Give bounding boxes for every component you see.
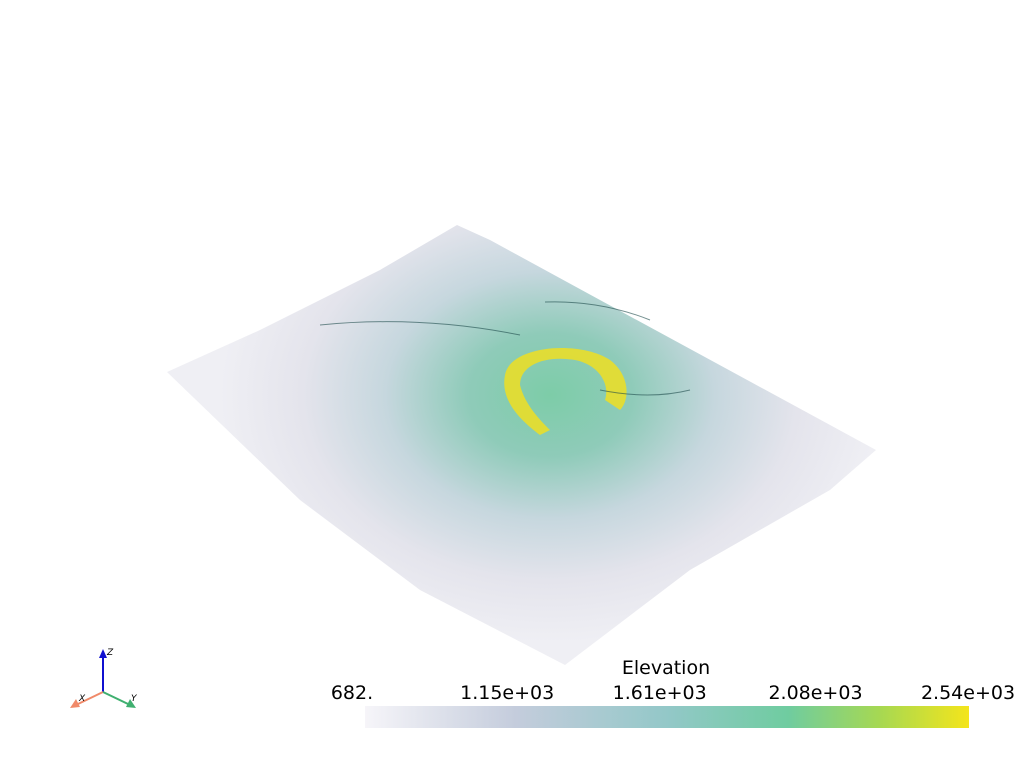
y-label: Y — [131, 694, 138, 704]
terrain — [167, 225, 876, 665]
z-label: Z — [106, 648, 114, 658]
color-bar — [365, 706, 969, 728]
tick-label: 1.61e+03 — [613, 682, 707, 704]
y-arrow — [126, 699, 136, 708]
tick-labels: 682. 1.15e+03 1.61e+03 2.08e+03 2.54e+03 — [331, 682, 1015, 704]
terrain-surface — [167, 225, 876, 665]
tick-label: 1.15e+03 — [460, 682, 554, 704]
x-label: X — [78, 694, 86, 704]
y-axis — [102, 691, 129, 705]
tick-label: 682. — [331, 682, 373, 704]
scalar-bar-title: Elevation — [622, 657, 710, 679]
tick-label: 2.08e+03 — [768, 682, 862, 704]
orientation-axes: Z X Y — [70, 648, 138, 708]
scalar-bar: Elevation 682. 1.15e+03 1.61e+03 2.08e+03 2.… — [331, 657, 1015, 728]
tick-label: 2.54e+03 — [921, 682, 1015, 704]
x-axis — [77, 691, 104, 705]
crater-rim — [504, 348, 627, 435]
z-arrow — [99, 649, 107, 658]
x-arrow — [70, 699, 80, 708]
terrain-edges — [319, 301, 691, 396]
